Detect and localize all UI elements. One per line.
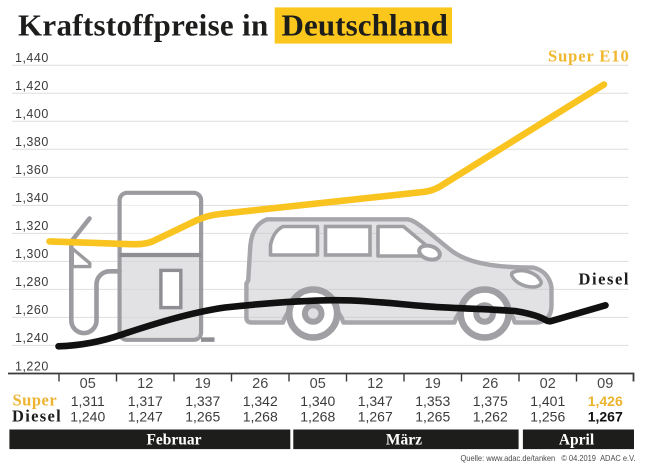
svg-text:1,240: 1,240	[70, 409, 105, 425]
svg-text:1,256: 1,256	[530, 409, 565, 425]
svg-text:1,320: 1,320	[15, 219, 49, 233]
svg-text:Quelle: www.adac.de/tanken ©: Quelle: www.adac.de/tanken © 04.2019 ADA…	[461, 453, 636, 463]
svg-text:1,337: 1,337	[185, 393, 220, 409]
svg-text:1,268: 1,268	[300, 409, 335, 425]
svg-text:1,400: 1,400	[15, 107, 49, 121]
svg-text:1,262: 1,262	[473, 409, 508, 425]
svg-text:Februar: Februar	[146, 432, 201, 449]
svg-text:1,247: 1,247	[128, 409, 163, 425]
svg-text:1,240: 1,240	[15, 331, 49, 345]
svg-text:1,342: 1,342	[243, 393, 278, 409]
svg-text:Super E10: Super E10	[548, 47, 630, 66]
svg-text:1,401: 1,401	[530, 393, 565, 409]
svg-text:1,260: 1,260	[15, 303, 49, 317]
svg-text:1,420: 1,420	[15, 79, 49, 93]
svg-text:05: 05	[310, 376, 326, 392]
svg-text:1,220: 1,220	[15, 359, 49, 373]
svg-text:Diesel: Diesel	[579, 270, 630, 289]
svg-text:1,268: 1,268	[243, 409, 278, 425]
svg-text:1,360: 1,360	[15, 163, 49, 177]
svg-text:Super: Super	[13, 391, 58, 410]
svg-text:1,265: 1,265	[415, 409, 450, 425]
svg-text:05: 05	[80, 376, 96, 392]
svg-text:Deutschland: Deutschland	[282, 8, 448, 43]
svg-text:1,353: 1,353	[415, 393, 450, 409]
svg-text:1,267: 1,267	[358, 409, 393, 425]
svg-text:1,300: 1,300	[15, 247, 49, 261]
svg-text:Diesel: Diesel	[12, 406, 62, 425]
svg-text:April: April	[559, 432, 595, 449]
svg-text:1,317: 1,317	[128, 393, 163, 409]
svg-text:19: 19	[195, 376, 211, 392]
svg-text:Kraftstoffpreise in: Kraftstoffpreise in	[18, 8, 269, 43]
svg-text:1,380: 1,380	[15, 135, 49, 149]
svg-text:1,375: 1,375	[473, 393, 508, 409]
svg-text:1,426: 1,426	[588, 393, 623, 409]
svg-text:1,340: 1,340	[15, 191, 49, 205]
svg-text:1,311: 1,311	[71, 393, 105, 409]
svg-text:09: 09	[597, 376, 613, 392]
svg-text:1,340: 1,340	[300, 393, 335, 409]
svg-text:März: März	[386, 432, 422, 449]
svg-text:1,440: 1,440	[15, 51, 49, 65]
svg-text:02: 02	[540, 376, 556, 392]
svg-text:1,265: 1,265	[185, 409, 220, 425]
svg-text:12: 12	[367, 376, 383, 392]
svg-text:26: 26	[482, 376, 498, 392]
svg-text:26: 26	[252, 376, 268, 392]
svg-text:12: 12	[137, 376, 153, 392]
svg-text:1,280: 1,280	[15, 275, 49, 289]
svg-text:19: 19	[425, 376, 441, 392]
svg-text:1,347: 1,347	[358, 393, 393, 409]
svg-text:1,267: 1,267	[588, 409, 623, 425]
